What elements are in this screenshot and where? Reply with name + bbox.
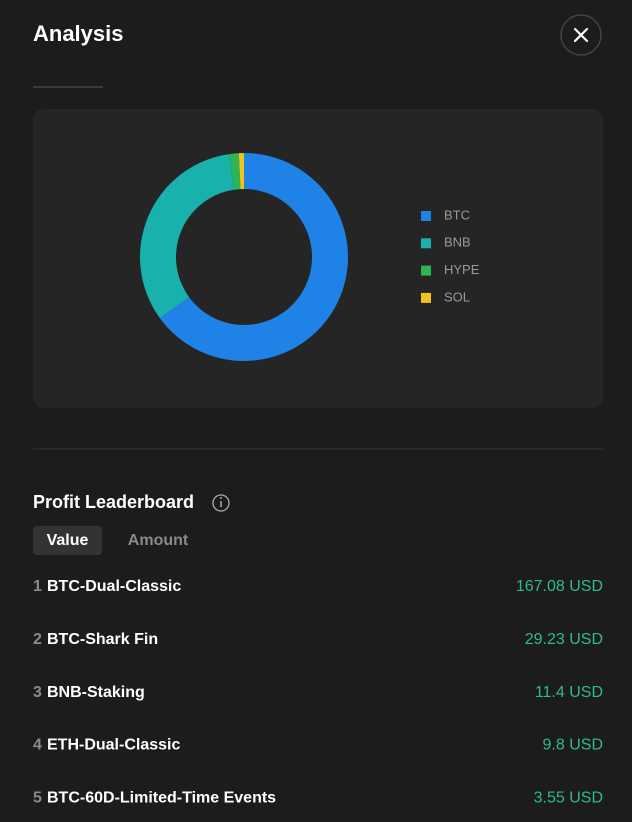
donut-slice — [238, 153, 244, 190]
rank: 3 — [33, 684, 42, 701]
product-name: BNB-Staking — [47, 684, 145, 701]
product-name: BTC-Shark Fin — [47, 631, 158, 648]
product-name: ETH-Dual-Classic — [47, 737, 180, 754]
tab[interactable]: Value — [47, 532, 89, 549]
donut-slice — [140, 154, 235, 319]
legend: BTC BNB HYPE SOL — [421, 207, 480, 304]
tab-active-bg — [33, 526, 102, 555]
legend-swatch — [421, 292, 431, 303]
profit-value: 167.08 USD — [516, 578, 603, 595]
donut-slice — [159, 153, 349, 361]
leaderboard-rows: 1 BTC-Dual-Classic 167.08 USD 2 BTC-Shark Fi… — [33, 578, 603, 806]
rank: 1 — [33, 578, 42, 595]
leaderboard-title: Profit Leaderboard — [33, 492, 194, 512]
legend-label: BTC — [444, 207, 470, 222]
info-icon[interactable] — [212, 494, 230, 512]
legend-swatch — [421, 211, 431, 221]
legend-label: HYPE — [444, 262, 480, 277]
rank: 5 — [33, 789, 42, 806]
legend-label: SOL — [444, 289, 470, 304]
close-button[interactable] — [560, 14, 602, 56]
donut-chart — [140, 153, 349, 361]
legend-swatch — [421, 238, 431, 249]
profit-value: 11.4 USD — [535, 684, 603, 701]
product-name: BTC-60D-Limited-Time Events — [47, 789, 276, 806]
rank: 2 — [33, 631, 42, 648]
donut-slice — [229, 153, 241, 190]
profit-value: 3.55 USD — [534, 789, 603, 806]
profit-value: 29.23 USD — [525, 631, 603, 648]
product-name: BTC-Dual-Classic — [47, 578, 181, 595]
panel-title: Analysis — [33, 21, 124, 46]
legend-swatch — [421, 265, 431, 276]
rank: 4 — [33, 737, 42, 754]
legend-label: BNB — [444, 235, 471, 250]
tab[interactable]: Amount — [128, 532, 189, 549]
profit-value: 9.8 USD — [543, 737, 603, 754]
